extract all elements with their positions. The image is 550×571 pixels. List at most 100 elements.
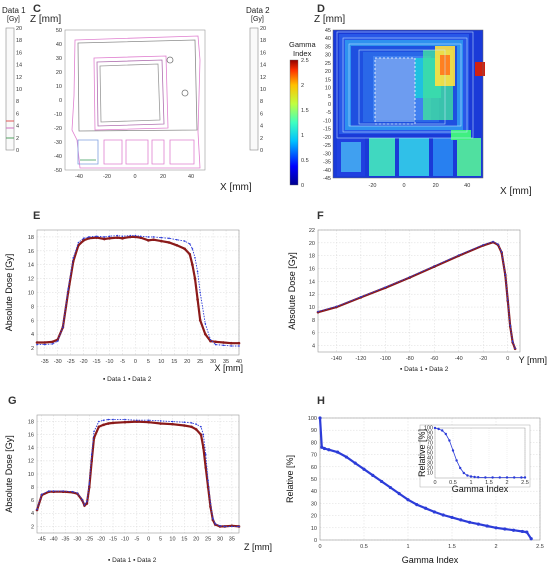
data-point — [384, 286, 387, 288]
data-point — [67, 288, 69, 290]
panel-letter-f: F — [317, 210, 324, 222]
data1-colorbar-tick: 12 — [16, 75, 22, 81]
data-point — [194, 428, 198, 431]
xtick-label: 35 — [229, 537, 235, 543]
panel-c-ytick: 40 — [56, 42, 62, 48]
panel-d-plot: 2.5 2 1.5 1 0.5 0 — [289, 28, 485, 189]
data2-colorbar-tick: 20 — [260, 26, 266, 32]
data-point — [202, 446, 205, 450]
data-point — [500, 251, 503, 253]
data-point — [353, 461, 357, 465]
xtick-label: -100 — [380, 356, 391, 362]
data-point — [87, 236, 90, 238]
panel-g-legend: ▪ Data 1 ▪ Data 2 — [108, 557, 157, 564]
xtick-label: 0 — [506, 356, 509, 362]
data2-colorbar-tick: 14 — [260, 63, 266, 69]
panel-c-xtick: 0 — [133, 174, 136, 180]
data-point — [468, 520, 472, 524]
xtick-label: -35 — [41, 359, 49, 365]
data-point — [190, 422, 193, 424]
xtick-label: 30 — [210, 359, 216, 365]
panel-d-xtick: 40 — [464, 183, 470, 189]
ytick-label: 8 — [312, 318, 315, 324]
data-point — [139, 236, 142, 239]
gamma-colorbar-tick: 1 — [301, 133, 304, 139]
panel-d-ylabel: Z [mm] — [314, 14, 346, 25]
xtick-label: -30 — [73, 537, 81, 543]
xtick-label: 0.5 — [360, 544, 368, 550]
panel-d-ytick: 40 — [325, 36, 331, 42]
data-point — [188, 243, 191, 245]
data-point — [147, 239, 150, 242]
series-line — [37, 235, 239, 345]
data2-colorbar-unit: [Gy] — [251, 16, 264, 23]
xtick-label: 1.5 — [448, 544, 456, 550]
data-point — [209, 338, 212, 341]
inset-data-point — [444, 432, 447, 436]
data2-colorbar-tick: 2 — [260, 136, 263, 142]
xtick-label: -25 — [85, 537, 93, 543]
ytick-label: 8 — [31, 304, 34, 310]
xtick-label: -20 — [80, 359, 88, 365]
data-point — [511, 340, 514, 343]
inset-data-point — [459, 466, 462, 470]
data-point — [512, 528, 516, 532]
data-point — [62, 490, 64, 492]
ytick-label: 16 — [309, 267, 315, 273]
panel-d-ytick: -10 — [323, 118, 331, 124]
data-point — [82, 239, 85, 242]
xtick-label: -60 — [430, 356, 438, 362]
data1-colorbar — [5, 27, 15, 151]
data-point — [152, 236, 155, 238]
panel-d-ytick: 5 — [328, 94, 331, 100]
data1-colorbar-tick: 10 — [16, 87, 22, 93]
panel-h-chart: 0 0.5 1 1.5 2 2.50102030405060708090100Gamma … — [285, 416, 544, 565]
data-point — [62, 326, 64, 329]
data-point — [77, 243, 80, 247]
data1-colorbar-tick: 6 — [16, 111, 19, 117]
data-point — [171, 422, 174, 426]
panel-letter-c: C — [33, 3, 41, 15]
series-line — [317, 241, 517, 350]
data2-colorbar — [249, 27, 259, 151]
gamma-colorbar-tick: 0.5 — [301, 158, 309, 164]
inset-ytick: 20 — [427, 466, 433, 472]
data-point — [409, 276, 411, 278]
ytick-label: 10 — [28, 291, 34, 297]
ytick-label: 30 — [311, 501, 317, 507]
inset-y-label: Relative [%] — [417, 429, 427, 477]
data-point — [193, 277, 197, 280]
data-point — [43, 343, 46, 346]
panel-e-legend: ▪ Data 1 ▪ Data 2 — [103, 376, 152, 383]
gamma-colorbar-tick: 2.5 — [301, 58, 309, 64]
ytick-label: 80 — [311, 440, 317, 446]
panel-c-ytick: 50 — [56, 28, 62, 34]
ytick-label: 90 — [311, 428, 317, 434]
gamma-colorbar — [289, 59, 299, 186]
ytick-label: 20 — [309, 241, 315, 247]
data-point — [103, 236, 106, 238]
inset-data-point — [520, 476, 523, 479]
data2-colorbar-title: Data 2 — [246, 6, 270, 15]
data-point — [40, 493, 43, 496]
inset-data-point — [441, 429, 444, 432]
data-point — [88, 483, 91, 485]
panel-d-ytick: 20 — [325, 69, 331, 75]
inset-data-point — [466, 474, 469, 477]
data-point — [492, 240, 494, 243]
panel-c-ytick: 20 — [56, 70, 62, 76]
ytick-label: 12 — [28, 459, 34, 465]
xtick-label: 25 — [197, 359, 203, 365]
panel-f-legend: ▪ Data 1 ▪ Data 2 — [400, 366, 449, 373]
xtick-label: -35 — [62, 537, 70, 543]
data-point — [190, 425, 193, 429]
data-point — [200, 426, 202, 428]
inset-xtick: 2 — [505, 480, 508, 486]
data-point — [506, 299, 509, 301]
data-point — [204, 322, 207, 325]
data-point — [188, 253, 192, 256]
ytick-label: 8 — [31, 485, 34, 491]
data2-colorbar-tick: 12 — [260, 75, 266, 81]
ytick-label: 2 — [31, 346, 34, 352]
